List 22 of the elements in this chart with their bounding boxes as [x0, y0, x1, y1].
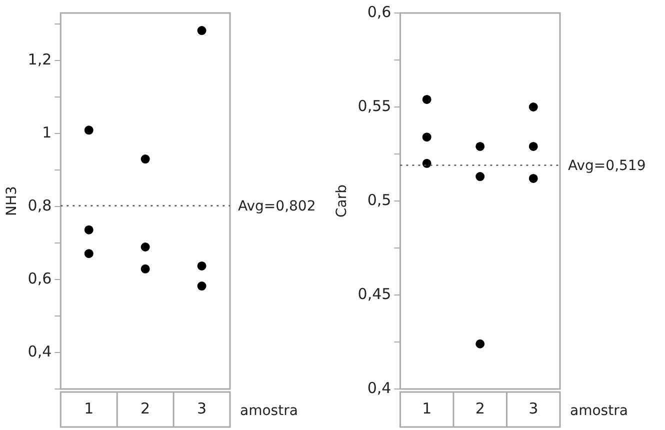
y-tick-label: 1,2	[28, 50, 52, 68]
y-tick-label: 0,55	[358, 96, 392, 115]
x-tick-label: 2	[475, 399, 485, 418]
y-tick-label: 1	[42, 123, 52, 142]
y-tick-label: 0,45	[358, 284, 392, 303]
y-axis-title: Carb	[334, 184, 350, 218]
y-tick-label: 0,6	[28, 269, 52, 288]
y-tick-label: 0,4	[367, 378, 392, 397]
y-tick-label: 0,6	[367, 2, 392, 21]
x-tick-label: 1	[84, 399, 94, 418]
x-axis-title: amostra	[570, 403, 628, 420]
x-tick-label: 1	[422, 399, 432, 418]
x-tick-label: 3	[528, 399, 538, 418]
ref-line-label: Avg=0,519	[568, 158, 646, 174]
y-tick-label: 0,5	[367, 190, 392, 209]
x-tick-label: 3	[197, 399, 207, 418]
y-axis-title: NH3	[4, 186, 20, 216]
x-axis-title: amostra	[240, 403, 298, 420]
y-tick-label: 0,4	[28, 342, 52, 360]
y-tick-label: 0,8	[28, 196, 52, 214]
ref-line-label: Avg=0,802	[238, 198, 316, 214]
x-tick-label: 2	[140, 399, 150, 418]
